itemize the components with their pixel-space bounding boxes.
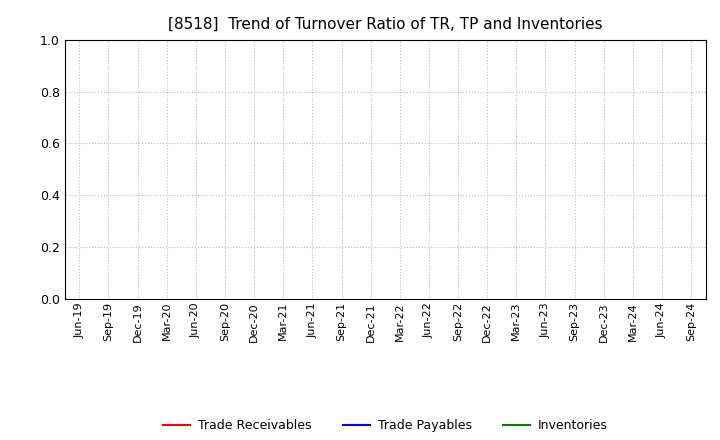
Legend: Trade Receivables, Trade Payables, Inventories: Trade Receivables, Trade Payables, Inven…	[158, 414, 613, 437]
Title: [8518]  Trend of Turnover Ratio of TR, TP and Inventories: [8518] Trend of Turnover Ratio of TR, TP…	[168, 16, 603, 32]
